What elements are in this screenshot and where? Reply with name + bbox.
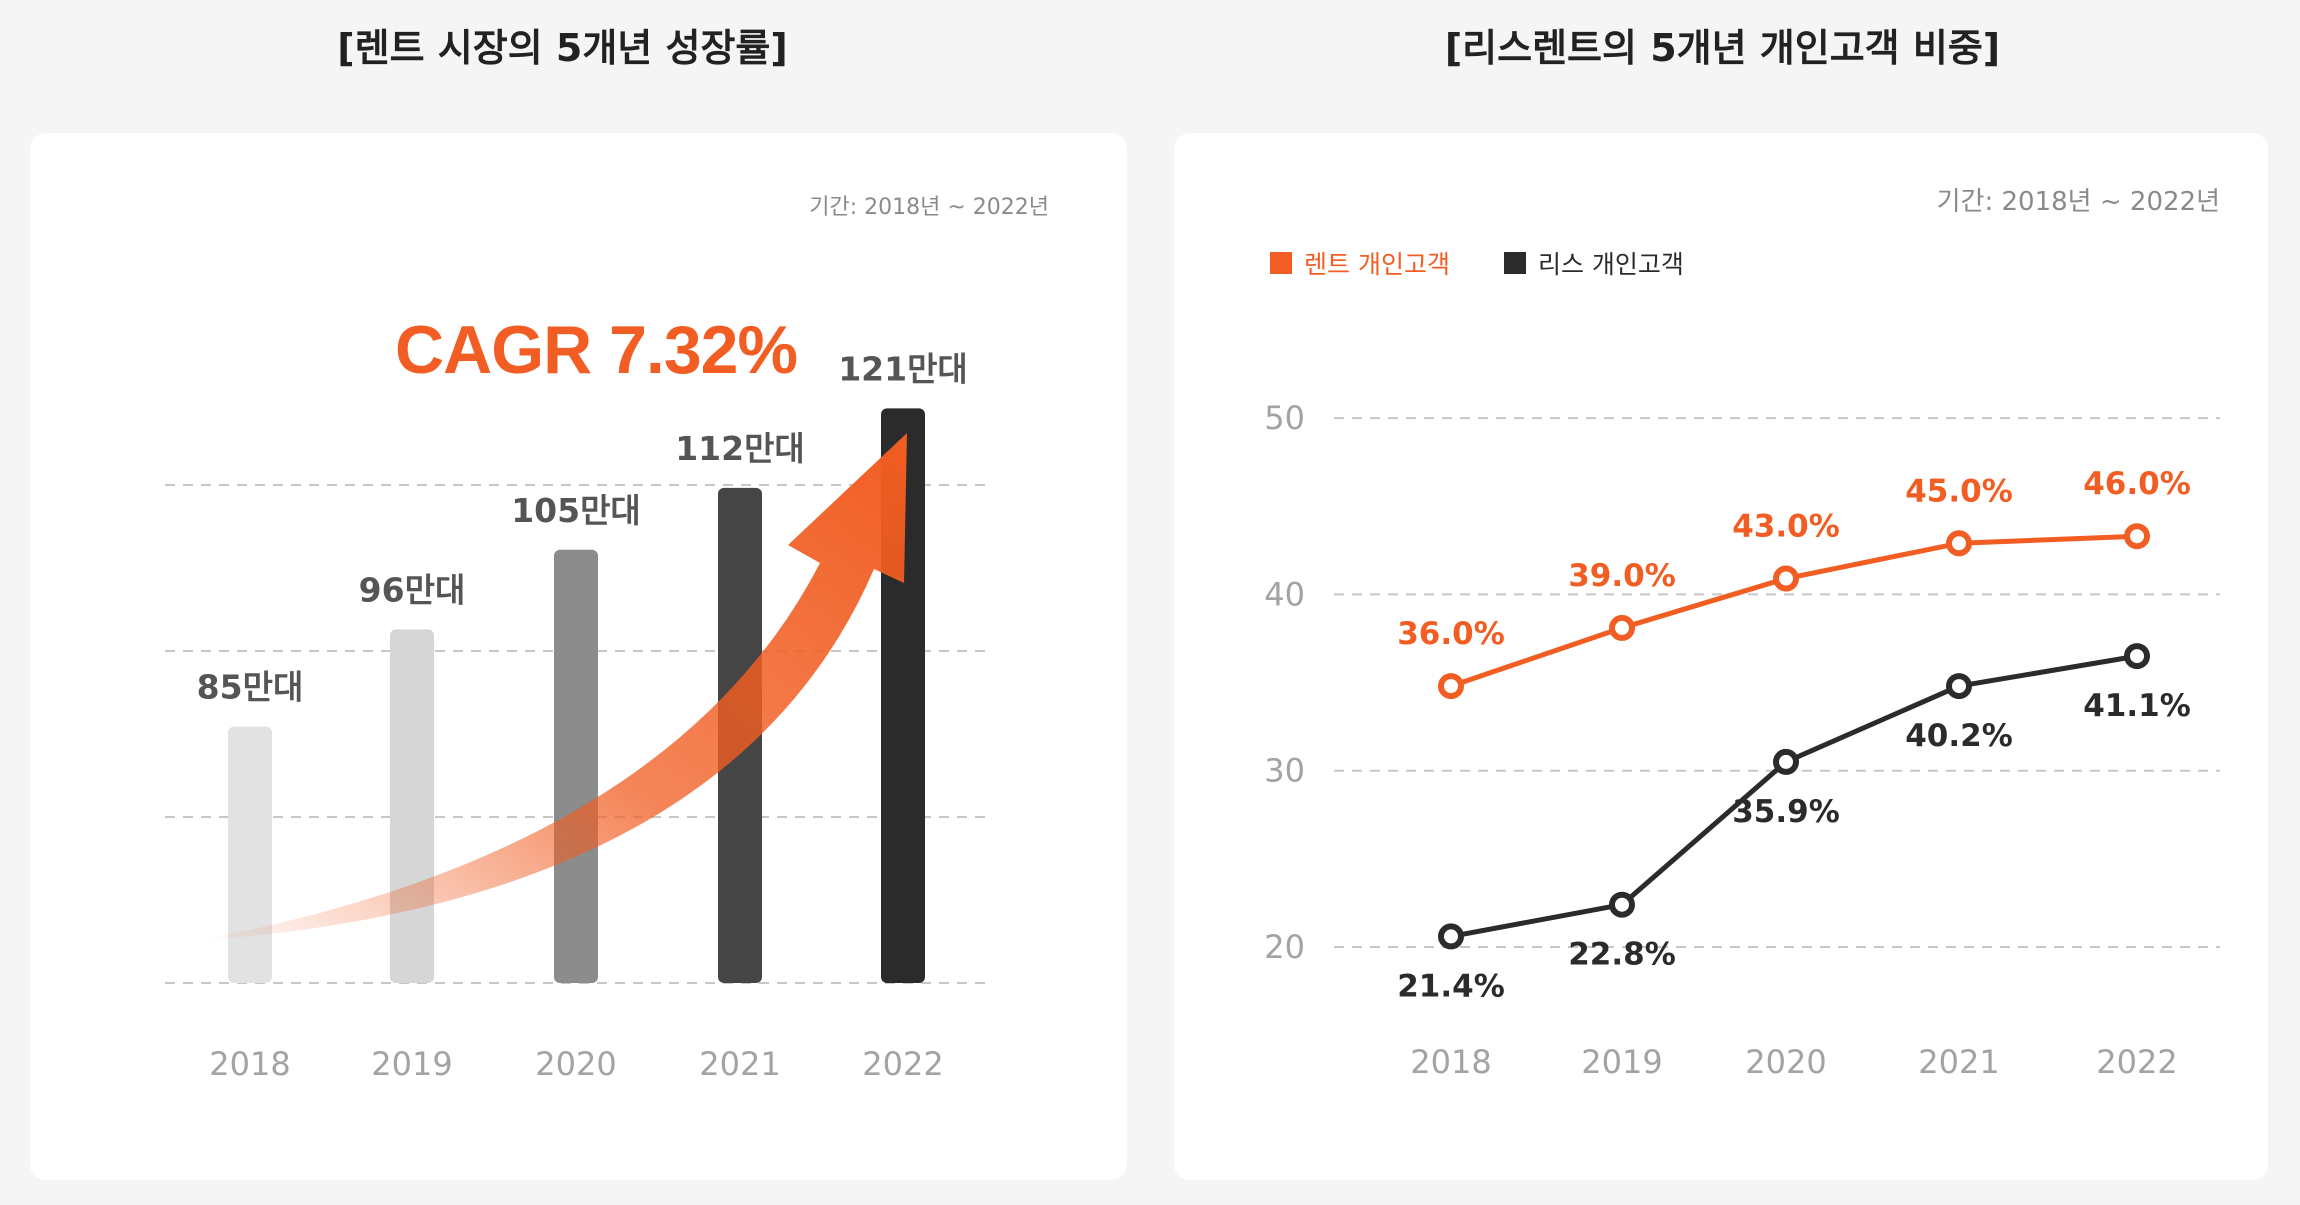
- legend-swatch-rent: [1270, 252, 1292, 274]
- bar-x-tick: 2019: [371, 1045, 452, 1083]
- legend-label-lease: 리스 개인고객: [1537, 250, 1684, 279]
- line-y-tick: 50: [1264, 399, 1305, 437]
- bar-2018: [228, 726, 272, 983]
- line-y-tick: 30: [1264, 752, 1305, 790]
- legend: 렌트 개인고객 리스 개인고객: [1270, 245, 1684, 281]
- series-data-label: 36.0%: [1397, 616, 1505, 652]
- bar-data-label: 85만대: [197, 668, 304, 707]
- legend-label-rent: 렌트 개인고객: [1304, 250, 1450, 279]
- series-data-label: 43.0%: [1732, 509, 1840, 545]
- series-data-label: 40.2%: [1905, 718, 2013, 754]
- series-data-label: 21.4%: [1397, 968, 1505, 1004]
- series-point-lease: [2124, 643, 2150, 670]
- series-point-lease: [1773, 748, 1799, 775]
- bar-chart-period: 기간: 2018년 ~ 2022년: [809, 195, 1049, 220]
- series-point-lease: [1946, 673, 1972, 700]
- bar-data-label: 121만대: [838, 349, 968, 388]
- series-data-label: 35.9%: [1732, 794, 1840, 830]
- legend-item-lease: 리스 개인고객: [1503, 245, 1684, 281]
- bar-x-tick: 2022: [862, 1045, 943, 1083]
- bar-chart-title: [렌트 시장의 5개년 성장률]: [337, 26, 788, 70]
- line-x-tick: 2020: [1745, 1043, 1826, 1081]
- series-point-rent: [1438, 673, 1464, 700]
- legend-swatch-lease: [1503, 252, 1526, 274]
- line-chart-title: [리스렌트의 5개년 개인고객 비중]: [1444, 26, 2001, 70]
- series-point-lease: [1438, 923, 1464, 950]
- series-point-rent: [1946, 530, 1972, 557]
- series-point-rent: [1609, 614, 1635, 641]
- line-x-tick: 2021: [1918, 1043, 1999, 1081]
- growth-arrow-icon: [195, 433, 907, 941]
- bar-data-label: 96만대: [359, 570, 466, 609]
- series-data-label: 39.0%: [1568, 558, 1676, 594]
- series-point-rent: [1773, 565, 1799, 592]
- series-data-label: 45.0%: [1905, 473, 2013, 509]
- bar-x-tick: 2018: [209, 1045, 290, 1083]
- bar-chart: 85만대 2018 96만대 2019 105만대 2020 112만대 2021 121만대 2…: [165, 349, 992, 1083]
- line-chart-panel: 20 30 40 50 2018 2019 2020 2021 2022 36.0% 39.0% 43…: [1174, 133, 2268, 1180]
- bar-2019: [390, 629, 434, 983]
- bar-x-tick: 2020: [535, 1045, 616, 1083]
- bar-x-tick: 2021: [699, 1045, 780, 1083]
- series-data-label: 22.8%: [1568, 937, 1676, 973]
- cagr-label: CAGR 7.32%: [395, 312, 798, 388]
- line-chart: 20 30 40 50 2018 2019 2020 2021 2022 36.0% 39.0% 43…: [1264, 399, 2220, 1081]
- bar-data-label: 105만대: [511, 491, 641, 530]
- series-data-label: 46.0%: [2083, 466, 2191, 502]
- line-x-tick: 2018: [1410, 1043, 1491, 1081]
- series-point-lease: [1609, 891, 1635, 918]
- bar-data-label: 112만대: [675, 429, 805, 468]
- series-line-rent: [1450, 533, 2138, 689]
- line-y-tick: 40: [1264, 575, 1305, 613]
- series-point-rent: [2124, 523, 2150, 550]
- line-chart-period: 기간: 2018년 ~ 2022년: [1936, 187, 2220, 217]
- legend-item-rent: 렌트 개인고객: [1270, 245, 1450, 281]
- line-y-tick: 20: [1264, 928, 1305, 966]
- bar-chart-panel: 85만대 2018 96만대 2019 105만대 2020 112만대 2021 121만대 2…: [30, 133, 1127, 1180]
- bar-2020: [554, 549, 598, 983]
- series-data-label: 41.1%: [2083, 688, 2191, 724]
- line-x-tick: 2022: [2096, 1043, 2177, 1081]
- line-x-tick: 2019: [1581, 1043, 1662, 1081]
